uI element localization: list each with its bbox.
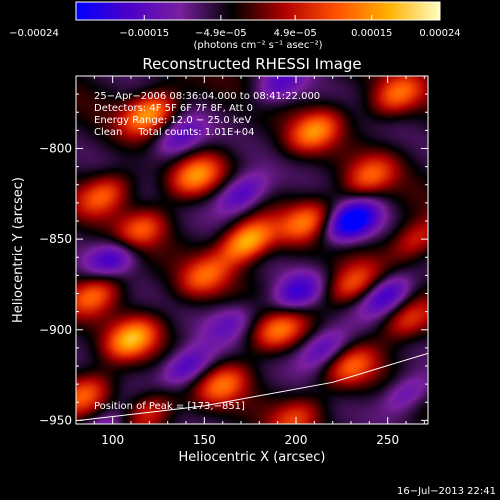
chart-title: Reconstructed RHESSI Image: [142, 55, 361, 73]
annotation-line-counts: Clean Total counts: 1.01E+04: [94, 127, 254, 138]
colorbar-tick-label: 4.9e−05: [274, 28, 317, 39]
solar-limb-line: [79, 352, 428, 421]
plot-area: 100 150 200 250 −800 −850 −900 −950 25−Apr−200…: [39, 75, 429, 447]
annotation-line-energy: Energy Range: 12.0 − 25.0 keV: [94, 115, 251, 126]
y-tick-label: −800: [39, 142, 72, 156]
y-axis-label: Heliocentric Y (arcsec): [11, 177, 26, 323]
plot-frame: [75, 75, 429, 425]
y-tick-label: −950: [39, 413, 72, 427]
annotation-block: 25−Apr−2006 08:36:04.000 to 08:41:22.000…: [94, 91, 320, 138]
colorbar-gradient: [75, 1, 441, 21]
colorbar-tick-label: 0.00024: [419, 28, 460, 39]
colorbar-unit-label: (photons cm⁻² s⁻¹ asec⁻²): [193, 40, 322, 51]
colorbar-tick-label: −4.9e−05: [195, 28, 247, 39]
x-tick-label: 250: [376, 433, 399, 447]
y-axis: −800 −850 −900 −950: [39, 93, 428, 427]
y-tick-label: −900: [39, 323, 72, 337]
peak-position-label: Position of Peak = [173,−851]: [94, 401, 245, 412]
heatmap-image: [76, 76, 428, 424]
x-axis: 100 150 200 250: [93, 76, 425, 447]
x-tick-label: 150: [193, 433, 216, 447]
colorbar-ticks: −0.00024 −0.00015 −4.9e−05 4.9e−05 0.00015 0.…: [9, 15, 461, 39]
colorbar-tick-label: −0.00015: [119, 28, 169, 39]
x-tick-label: 100: [101, 433, 124, 447]
footer-timestamp: 16−Jul−2013 22:41: [397, 486, 496, 497]
colorbar: −0.00024 −0.00015 −4.9e−05 4.9e−05 0.00015 0.…: [9, 1, 461, 51]
annotation-line-time: 25−Apr−2006 08:36:04.000 to 08:41:22.000: [94, 91, 320, 102]
x-axis-label: Heliocentric X (arcsec): [179, 450, 326, 465]
annotation-line-detectors: Detectors: 4F 5F 6F 7F 8F, Att 0: [94, 103, 253, 114]
colorbar-tick-label: −0.00024: [9, 28, 59, 39]
x-tick-label: 200: [285, 433, 308, 447]
colorbar-tick-label: 0.00015: [351, 28, 392, 39]
y-tick-label: −850: [39, 232, 72, 246]
